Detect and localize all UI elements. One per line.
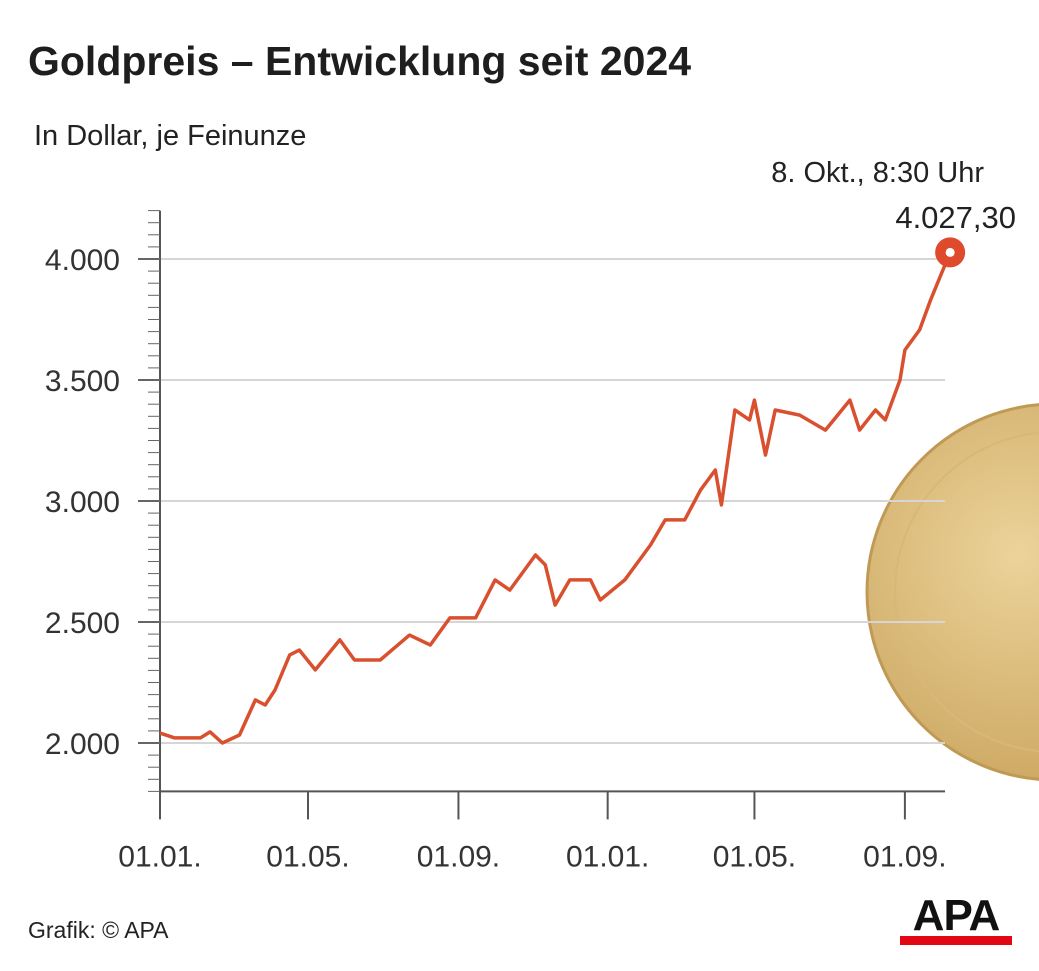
annotation-value-label: 4.027,30 (895, 200, 1016, 235)
y-tick-label: 3.000 (45, 486, 120, 519)
chart-subtitle: In Dollar, je Feinunze (34, 120, 307, 152)
apa-logo: APA (900, 891, 1012, 945)
x-tick-label: 01.01. (118, 840, 201, 873)
gold-coin-image (865, 403, 1039, 781)
x-tick-label: 01.05. (266, 840, 349, 873)
latest-value-marker-center (945, 247, 955, 257)
y-tick-label: 3.500 (45, 365, 120, 398)
x-tick-label: 01.05. (713, 840, 796, 873)
x-tick-label: 01.01. (566, 840, 649, 873)
x-tick-label: 01.09. (863, 840, 946, 873)
y-tick-label: 2.000 (45, 728, 120, 761)
series-line-goldpreis (159, 251, 952, 745)
chart-title: Goldpreis – Entwicklung seit 2024 (28, 38, 692, 84)
y-tick-label: 2.500 (45, 607, 120, 640)
y-tick-label: 4.000 (45, 244, 120, 277)
credit-text: Grafik: © APA (28, 917, 169, 943)
x-tick-label: 01.09. (417, 840, 500, 873)
annotation-date-label: 8. Okt., 8:30 Uhr (771, 157, 984, 189)
